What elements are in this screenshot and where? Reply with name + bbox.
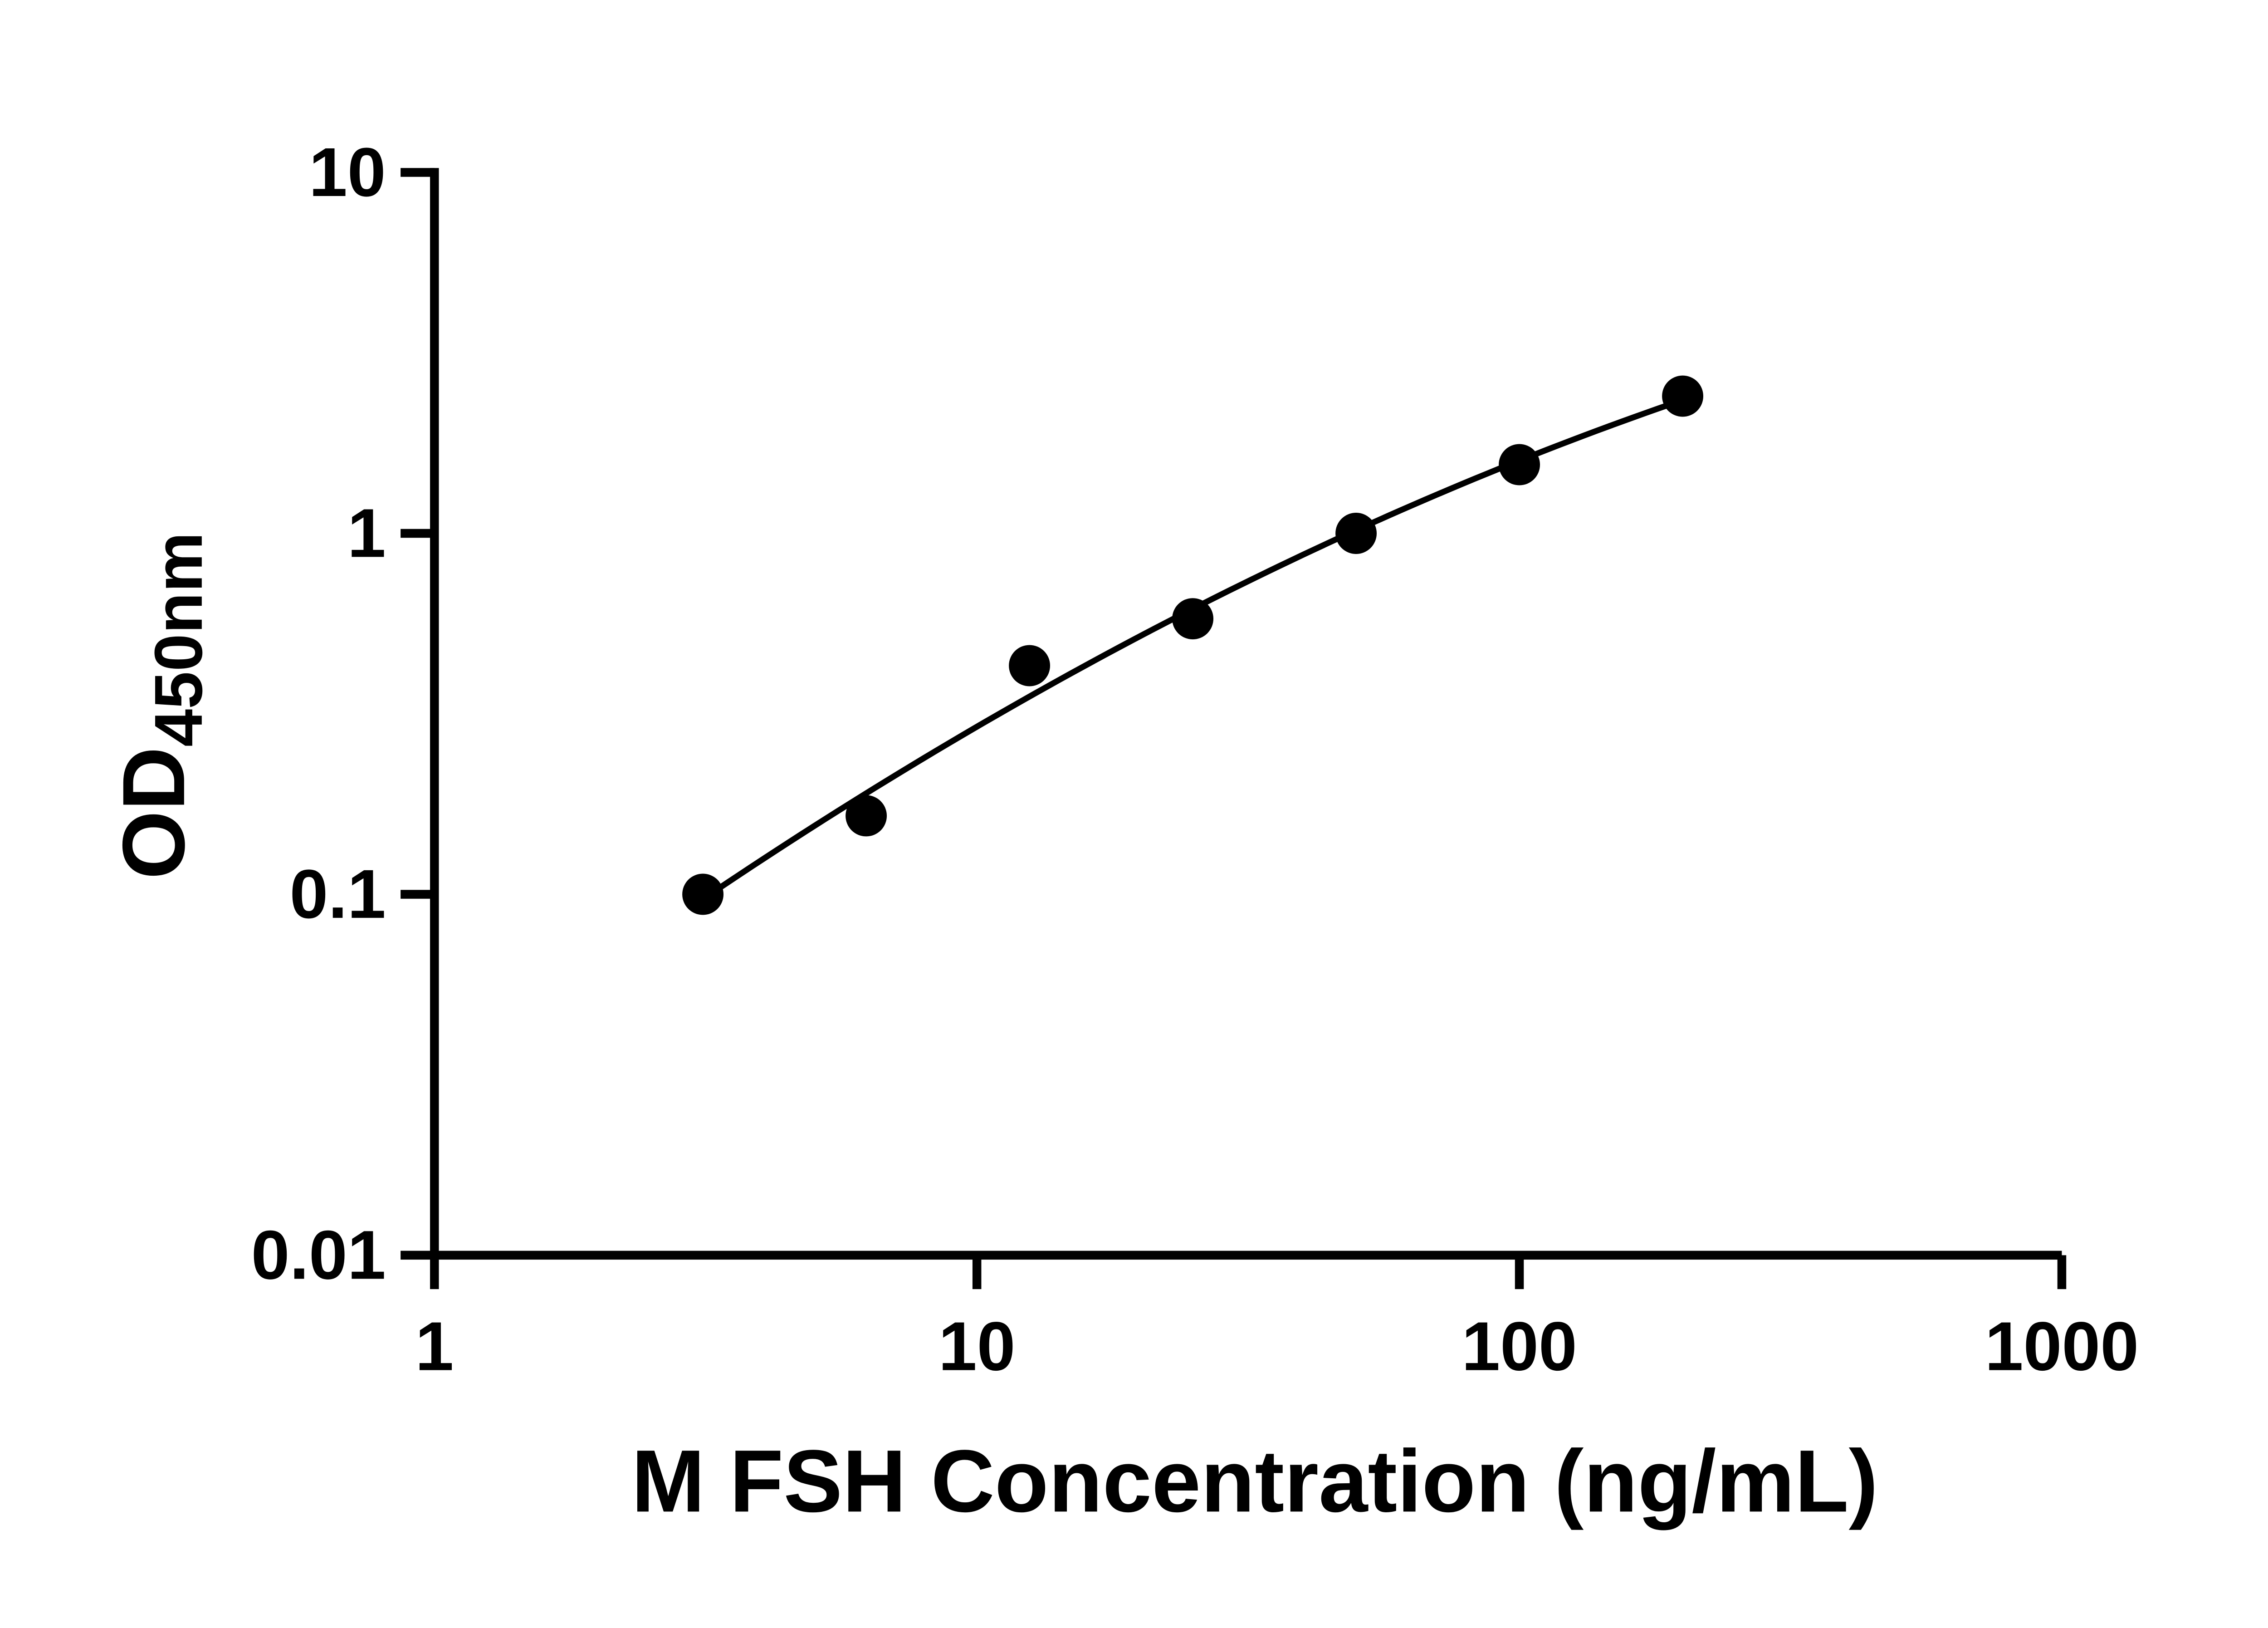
data-point xyxy=(846,795,887,837)
x-tick-label: 1000 xyxy=(1985,1308,2139,1385)
plot-area xyxy=(682,375,1704,915)
axes xyxy=(430,168,2062,1260)
ticks xyxy=(401,168,2067,1290)
tick-labels: 1 10 100 1000 10 1 0.1 0.01 xyxy=(251,134,2139,1385)
data-point xyxy=(1172,598,1214,640)
x-tick-label: 10 xyxy=(938,1308,1016,1385)
y-axis-title: OD450nm xyxy=(105,532,216,879)
y-tick-label: 10 xyxy=(309,134,386,211)
x-tick-label: 1 xyxy=(415,1308,454,1385)
data-point xyxy=(1662,375,1704,417)
y-axis-title-sub: 450nm xyxy=(141,532,216,747)
data-point xyxy=(1499,444,1540,485)
y-tick-label: 1 xyxy=(347,495,386,572)
y-axis-title-main: OD xyxy=(105,747,203,879)
y-tick-label: 0.01 xyxy=(251,1216,386,1294)
y-tick-label: 0.1 xyxy=(290,856,386,933)
x-axis-title: M FSH Concentration (ng/mL) xyxy=(631,1432,1878,1530)
data-point xyxy=(1335,513,1377,554)
data-point xyxy=(682,873,724,915)
x-tick-label: 100 xyxy=(1461,1308,1577,1385)
data-point xyxy=(1009,645,1051,687)
